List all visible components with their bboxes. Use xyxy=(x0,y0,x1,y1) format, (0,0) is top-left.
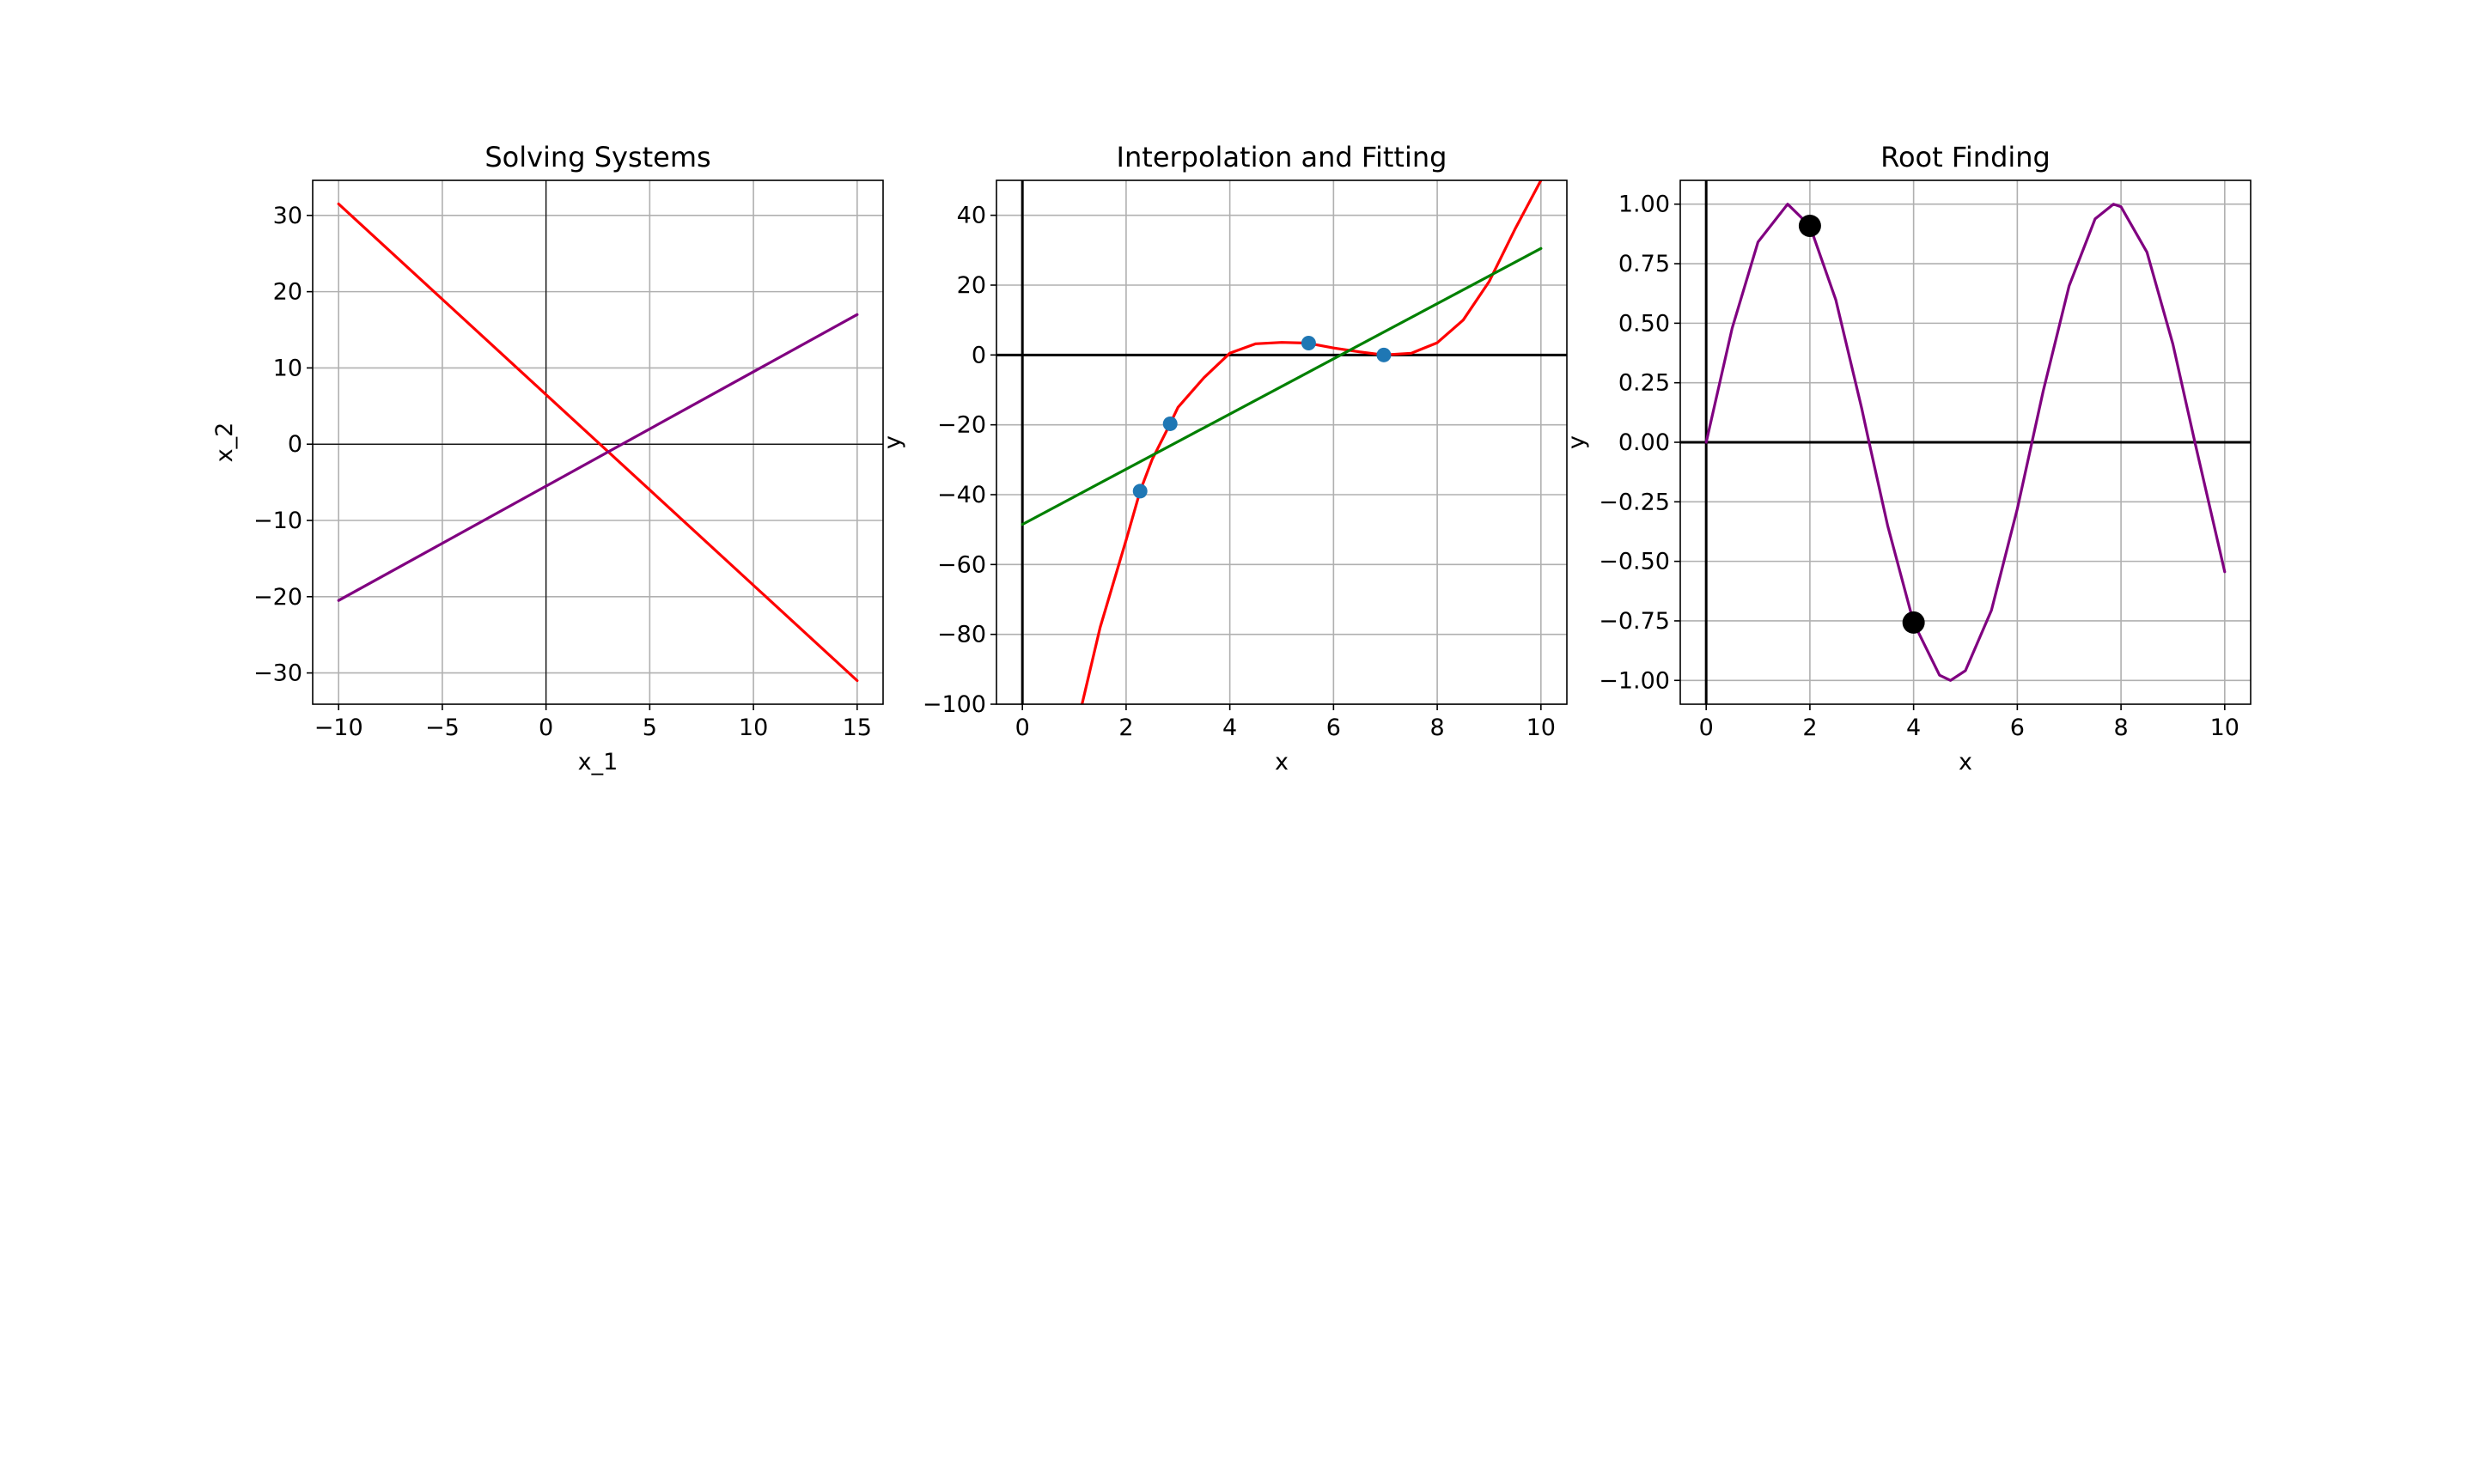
x-tick-label: 8 xyxy=(2113,715,2128,741)
chart-panel-1: −10 −5 0 5 10 15 −30 −20 −10 0 10 20 30 Solving Syste… xyxy=(211,141,884,775)
axes-frame xyxy=(996,179,1568,705)
y-axis-label: y xyxy=(1563,435,1590,449)
y-tick-label: 20 xyxy=(273,279,302,306)
x-tick-label: 10 xyxy=(2210,715,2239,741)
y-tick-label: 0 xyxy=(972,342,986,368)
x-tick-label: 5 xyxy=(643,715,657,741)
chart-title: Root Finding xyxy=(1880,141,2050,173)
series-line-1 xyxy=(337,202,859,683)
x-tick-label: 4 xyxy=(1222,715,1237,741)
x-tick-label: 10 xyxy=(739,715,768,741)
y-tick-label: −100 xyxy=(923,691,986,718)
data-point-2 xyxy=(1162,416,1178,431)
data-point-1 xyxy=(1132,484,1148,499)
plot-area xyxy=(313,180,883,704)
x-tick-label: 10 xyxy=(1526,715,1556,741)
y-tick-label: 0.00 xyxy=(1618,429,1670,456)
y-tick-label: 0.25 xyxy=(1618,370,1670,397)
y-tick-label: 10 xyxy=(273,355,302,381)
x-tick-label: −5 xyxy=(425,715,460,741)
y-axis-label: y xyxy=(880,435,906,449)
y-tick-label: 1.00 xyxy=(1618,192,1670,218)
y-tick-label: −0.25 xyxy=(1599,489,1670,515)
y-tick-label: 0.50 xyxy=(1618,310,1670,337)
series-line-2 xyxy=(1021,246,1543,526)
chart-panel-2: 0 2 4 6 8 10 −100 −80 −60 −40 −20 0 20 40 Interpolatio… xyxy=(880,141,1568,775)
x-tick-label: 0 xyxy=(539,715,553,741)
y-tick-label: 20 xyxy=(957,272,986,299)
plot-area xyxy=(1680,180,2251,704)
x-tick-label: 0 xyxy=(1699,715,1714,741)
chart-panel-3: 0 2 4 6 8 10 −1.00 −0.75 −0.50 −0.25 0.00 0.25 0.50 0… xyxy=(1563,141,2252,775)
y-tick-label: 0.75 xyxy=(1618,251,1670,277)
y-tick-label: −80 xyxy=(937,622,986,648)
series-line-1 xyxy=(1080,180,1543,704)
x-axis-label: x_1 xyxy=(578,749,618,775)
y-tick-label: 30 xyxy=(273,203,302,229)
x-tick-label: −10 xyxy=(314,715,363,741)
x-tick-label: 8 xyxy=(1429,715,1444,741)
y-tick-label: −20 xyxy=(937,412,986,439)
data-point-4 xyxy=(1376,347,1392,362)
plot-area xyxy=(996,180,1567,704)
x-axis-label: x xyxy=(1959,749,1972,775)
series-line-2 xyxy=(337,313,859,602)
chart-title: Interpolation and Fitting xyxy=(1117,141,1447,173)
data-point-3 xyxy=(1301,336,1316,351)
x-tick-label: 0 xyxy=(1015,715,1030,741)
x-tick-label: 4 xyxy=(1906,715,1921,741)
y-tick-label: 40 xyxy=(957,203,986,229)
x-tick-label: 15 xyxy=(843,715,872,741)
x-tick-label: 6 xyxy=(1326,715,1341,741)
chart-title: Solving Systems xyxy=(484,141,710,173)
y-tick-label: −10 xyxy=(253,508,302,534)
y-tick-label: −0.75 xyxy=(1599,608,1670,635)
x-axis-label: x xyxy=(1275,749,1289,775)
x-tick-label: 2 xyxy=(1118,715,1133,741)
y-tick-label: 0 xyxy=(288,431,302,458)
data-point-1 xyxy=(1798,214,1821,237)
axes-frame xyxy=(312,179,884,705)
y-tick-label: −40 xyxy=(937,482,986,508)
y-axis-label: x_2 xyxy=(211,423,238,463)
y-tick-label: −0.50 xyxy=(1599,549,1670,575)
x-tick-label: 2 xyxy=(1802,715,1817,741)
y-tick-label: −30 xyxy=(253,660,302,687)
x-tick-label: 6 xyxy=(2010,715,2025,741)
y-tick-label: −20 xyxy=(253,584,302,611)
data-point-2 xyxy=(1902,611,1925,634)
y-tick-label: −60 xyxy=(937,551,986,578)
y-tick-label: −1.00 xyxy=(1599,667,1670,694)
